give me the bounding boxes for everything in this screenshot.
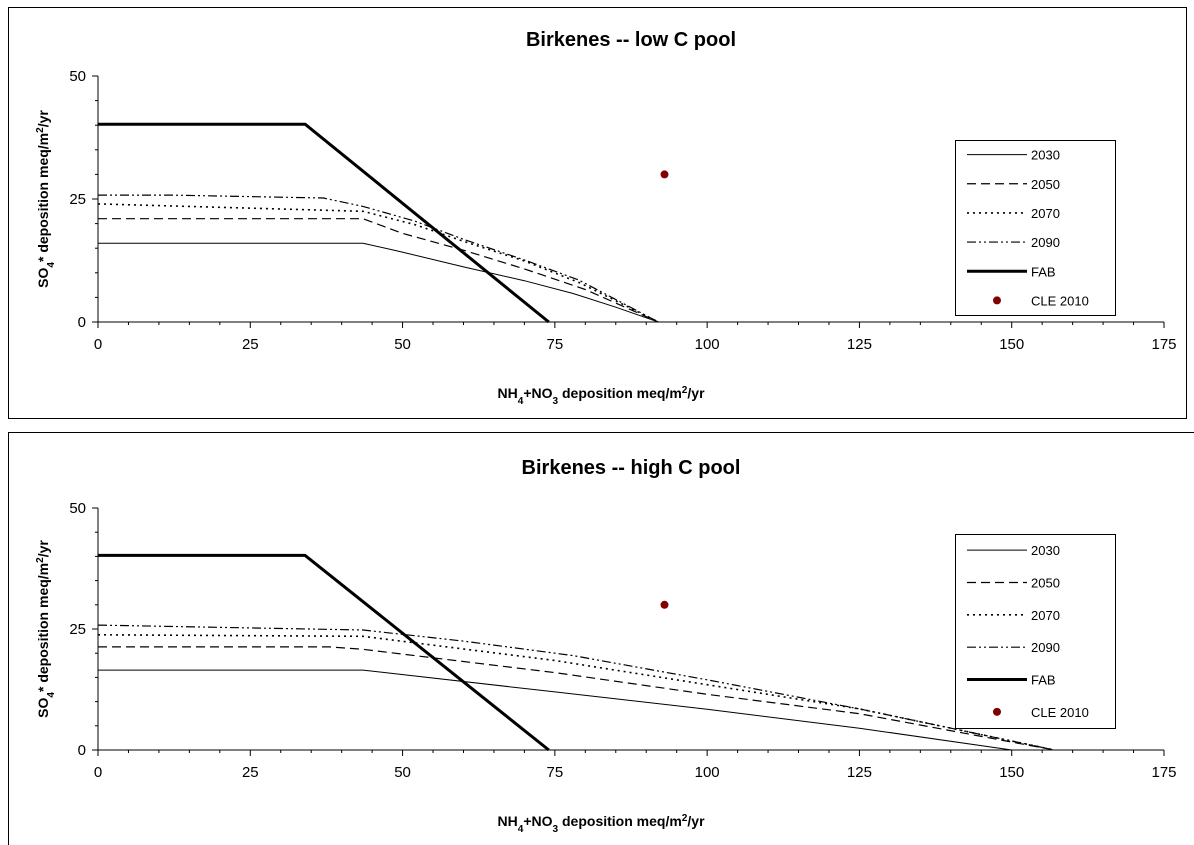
chart-2: Birkenes -- high C pool 0 25 50 0 25 50 75 100 12… xyxy=(8,432,1194,845)
x-tick-label: 75 xyxy=(547,764,564,781)
x-tick-label: 150 xyxy=(999,336,1024,353)
x-tick-label: 100 xyxy=(695,764,720,781)
x-tick-label: 150 xyxy=(999,764,1024,781)
y-tick-label: 50 xyxy=(69,500,86,517)
legend-label: FAB xyxy=(1031,673,1056,688)
legend-label: 2070 xyxy=(1031,206,1060,221)
x-tick-label: 175 xyxy=(1151,764,1176,781)
x-axis-label: NH4+NO3 deposition meq/m2/yr xyxy=(497,385,705,407)
x-tick-label: 125 xyxy=(847,336,872,353)
series-line-2070 xyxy=(97,203,659,323)
legend-marker-cle-2010 xyxy=(993,707,1001,716)
legend: 2030 2050 2070 2090 FAB CLE 2010 xyxy=(955,140,1116,316)
x-tick-label: 175 xyxy=(1151,336,1176,353)
legend-label: CLE 2010 xyxy=(1031,705,1089,720)
series-line-2070 xyxy=(97,634,1055,751)
x-tick-label: 50 xyxy=(394,336,411,353)
y-axis-label: SO4* deposition meq/m2/yr xyxy=(35,110,57,288)
series-line-fab xyxy=(98,122,550,324)
series-line-2030 xyxy=(98,669,1012,751)
data-point-cle-2010 xyxy=(660,170,669,179)
x-tick-label: 75 xyxy=(547,336,564,353)
y-tick-label: 0 xyxy=(78,742,86,759)
legend-box xyxy=(955,140,1116,316)
legend-label: 2050 xyxy=(1031,177,1060,192)
chart-title: Birkenes -- high C pool xyxy=(522,457,741,479)
x-tick-label: 0 xyxy=(94,764,102,781)
x-tick-label: 50 xyxy=(394,764,411,781)
y-tick-label: 25 xyxy=(69,191,86,208)
series-line-2090 xyxy=(98,194,659,323)
legend-label: 2090 xyxy=(1031,235,1060,250)
legend-label: 2030 xyxy=(1031,543,1060,558)
legend-marker-cle-2010 xyxy=(993,296,1001,305)
y-tick-label: 50 xyxy=(69,68,86,85)
x-tick-label: 25 xyxy=(242,336,259,353)
series-line-2050 xyxy=(98,646,1055,751)
data-point-cle-2010 xyxy=(660,600,669,609)
legend-label: 2070 xyxy=(1031,608,1060,623)
legend-label: FAB xyxy=(1031,264,1056,279)
chart-1: Birkenes -- low C pool 0 25 50 0 25 50 75 100 125… xyxy=(8,7,1187,419)
series-line-2050 xyxy=(98,218,659,323)
chart-title: Birkenes -- low C pool xyxy=(526,29,736,51)
x-tick-label: 100 xyxy=(695,336,720,353)
series-line-fab xyxy=(98,553,550,752)
legend-label: 2090 xyxy=(1031,640,1060,655)
y-tick-label: 0 xyxy=(78,314,86,331)
legend-label: 2050 xyxy=(1031,576,1060,591)
x-axis-label: NH4+NO3 deposition meq/m2/yr xyxy=(497,813,705,835)
x-tick-label: 125 xyxy=(847,764,872,781)
y-axis-label: SO4* deposition meq/m2/yr xyxy=(35,540,57,718)
series-line-2090 xyxy=(97,624,1055,751)
series-line-2030 xyxy=(98,242,659,323)
legend: 2030 2050 2070 2090 FAB CLE 2010 xyxy=(955,534,1116,729)
x-tick-label: 0 xyxy=(94,336,102,353)
legend-label: 2030 xyxy=(1031,148,1060,163)
legend-label: CLE 2010 xyxy=(1031,293,1089,308)
y-tick-label: 25 xyxy=(69,621,86,638)
legend-box xyxy=(955,534,1116,729)
x-tick-label: 25 xyxy=(242,764,259,781)
